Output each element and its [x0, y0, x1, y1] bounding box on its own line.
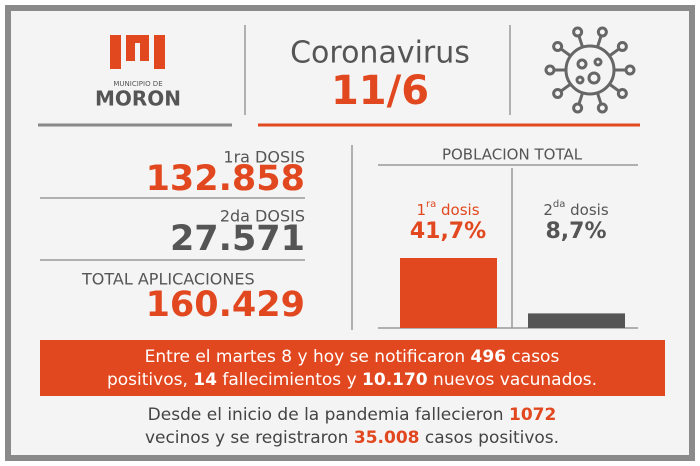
text: casos [506, 347, 559, 367]
bar-label: 1ra dosis [416, 199, 479, 219]
spike [577, 35, 585, 48]
dose-value: 160.429 [146, 285, 305, 325]
text: fallecimientos y [217, 370, 362, 390]
banner-line: Entre el martes 8 y hoy se notificaron 4… [145, 347, 560, 367]
dose-value: 27.571 [170, 219, 305, 259]
text: Desde el inicio de la pandemia fallecier… [148, 405, 509, 425]
logo-name: MORON [95, 87, 181, 111]
spike [595, 92, 603, 105]
spike-tip [616, 40, 628, 52]
spike [577, 92, 585, 105]
title: Coronavirus [290, 36, 470, 71]
spike-tip [624, 64, 636, 76]
spike-tip [572, 102, 584, 114]
spike [559, 82, 572, 93]
bar-value-label: 8,7% [545, 219, 606, 244]
population-title: POBLACION TOTAL [442, 146, 583, 164]
spike-tip [572, 26, 584, 38]
text: vecinos y se registraron [145, 428, 354, 448]
spike [595, 35, 603, 48]
spike-tip [552, 40, 564, 52]
spike-tip [596, 102, 608, 114]
dose-label: 2da DOSIS [220, 207, 305, 226]
date: 11/6 [331, 68, 429, 114]
highlight: 496 [471, 347, 507, 367]
highlight: 1072 [509, 405, 556, 425]
bar [400, 258, 497, 328]
highlight: 14 [193, 370, 217, 390]
bar-suffix: ra [426, 199, 436, 210]
spike-tip [616, 88, 628, 100]
banner [40, 340, 665, 396]
text: Entre el martes 8 y hoy se notificaron [145, 347, 471, 367]
dose-label: TOTAL APLICACIONES [81, 270, 255, 289]
spike [559, 47, 572, 58]
dose-value: 132.858 [146, 159, 305, 199]
virus-icon [544, 26, 636, 114]
spike [608, 82, 621, 93]
spike-tip [552, 88, 564, 100]
spike-tip [596, 26, 608, 38]
highlight: 10.170 [362, 370, 428, 390]
text: positivos, [107, 370, 193, 390]
spike [608, 47, 621, 58]
logo-icon [110, 35, 165, 69]
highlight: 35.008 [354, 428, 420, 448]
bar-number: 2 [543, 201, 553, 219]
footer-line: Desde el inicio de la pandemia fallecier… [148, 405, 557, 425]
spike-tip [544, 64, 556, 76]
bar-word: dosis [565, 201, 608, 219]
bar-number: 1 [416, 201, 426, 219]
bar-suffix: da [553, 199, 565, 210]
banner-line: positivos, 14 fallecimientos y 10.170 nu… [107, 370, 597, 390]
bar-value-label: 41,7% [410, 219, 486, 244]
footer-line: vecinos y se registraron 35.008 casos po… [145, 428, 559, 448]
dose-label: 1ra DOSIS [223, 148, 305, 167]
text: nuevos vacunados. [428, 370, 597, 390]
text: casos positivos. [419, 428, 559, 448]
bar [528, 313, 625, 328]
logo-small: MUNICIPIO DE [113, 80, 162, 88]
bar-label: 2da dosis [543, 199, 608, 219]
bar-word: dosis [436, 201, 479, 219]
